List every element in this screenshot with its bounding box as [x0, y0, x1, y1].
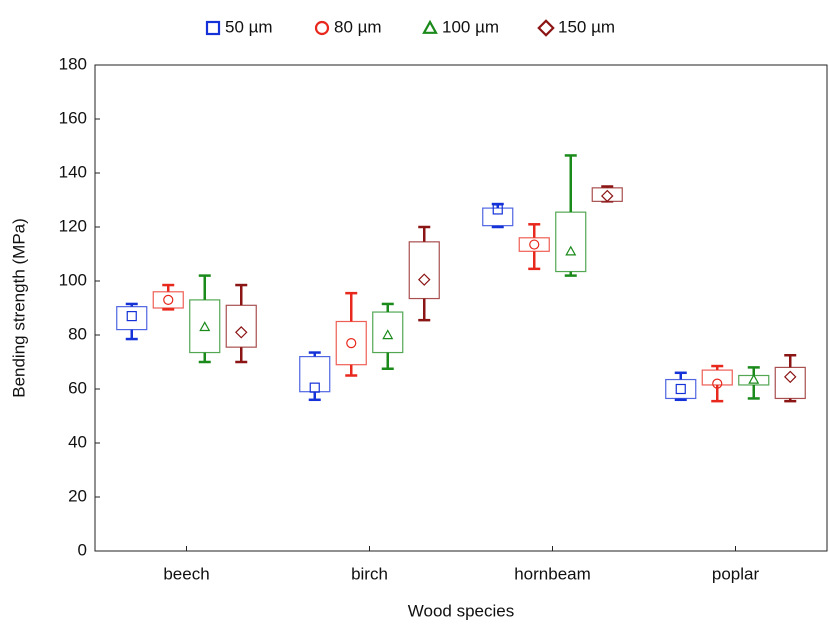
median-marker	[565, 245, 577, 256]
y-tick-label: 40	[68, 432, 87, 451]
median-marker	[309, 382, 320, 393]
median-marker	[784, 370, 797, 384]
y-tick-label: 0	[78, 540, 87, 559]
x-tick-label: poplar	[712, 564, 760, 583]
median-marker	[529, 239, 540, 250]
y-tick-label: 180	[59, 54, 87, 73]
box	[555, 211, 587, 273]
legend-symbol	[205, 20, 221, 36]
y-tick-label: 140	[59, 162, 87, 181]
legend-label: 50 µm	[225, 17, 273, 36]
median-marker	[601, 189, 614, 203]
box	[701, 369, 733, 386]
box	[372, 311, 404, 354]
box	[665, 378, 697, 400]
median-marker	[346, 338, 357, 349]
y-tick-label: 100	[59, 270, 87, 289]
legend-symbol	[422, 19, 438, 34]
box	[335, 320, 367, 366]
box	[482, 207, 514, 227]
x-tick-label: beech	[163, 564, 209, 583]
median-marker	[492, 204, 503, 215]
box	[299, 356, 331, 393]
median-marker	[382, 329, 394, 340]
median-marker	[163, 294, 174, 305]
box	[152, 291, 184, 309]
y-axis-title: Bending strength (MPa)	[9, 218, 28, 398]
box	[189, 299, 221, 354]
median-marker	[418, 273, 431, 286]
median-marker	[126, 311, 137, 322]
legend-label: 100 µm	[442, 17, 499, 36]
median-marker	[235, 326, 248, 339]
plot-frame	[94, 64, 828, 552]
y-tick-label: 160	[59, 108, 87, 127]
legend-label: 150 µm	[558, 17, 615, 36]
x-tick-label: hornbeam	[514, 564, 591, 583]
median-marker	[712, 378, 723, 389]
y-tick-label: 120	[59, 216, 87, 235]
median-marker	[675, 383, 686, 395]
x-tick-label: birch	[351, 564, 388, 583]
median-marker	[748, 373, 760, 384]
legend-symbol	[537, 19, 555, 37]
legend-symbol	[314, 20, 330, 36]
y-tick-label: 20	[68, 486, 87, 505]
box	[116, 306, 148, 331]
y-tick-label: 60	[68, 378, 87, 397]
legend-label: 80 µm	[334, 17, 382, 36]
median-marker	[199, 321, 211, 332]
y-tick-label: 80	[68, 324, 87, 343]
x-axis-title: Wood species	[408, 601, 514, 620]
box	[518, 237, 550, 252]
box	[408, 241, 440, 300]
